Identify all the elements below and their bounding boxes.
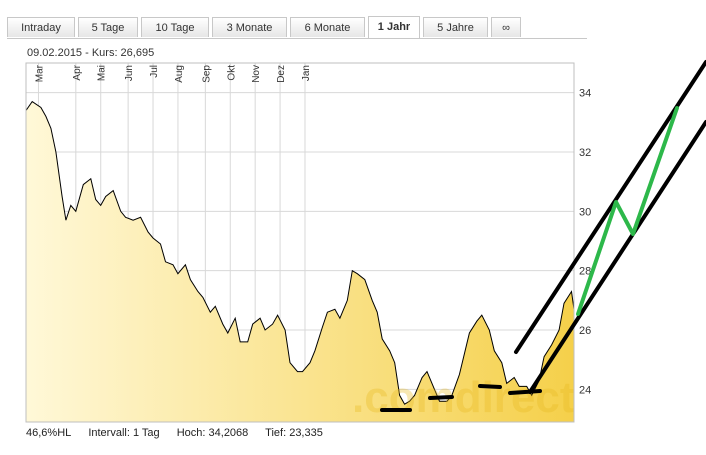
chart-footer: 46,6%HL Intervall: 1 Tag Hoch: 34,2068 T…	[26, 427, 337, 439]
month-tick-label: Okt	[226, 65, 237, 81]
month-tick-label: Apr	[72, 64, 83, 80]
month-tick-label: Mar	[34, 64, 45, 82]
tab-6-monate[interactable]: 6 Monate	[290, 17, 365, 37]
price-line	[26, 100, 574, 405]
interval-label: Intervall: 1 Tag	[88, 427, 160, 439]
tab-max[interactable]: ∞	[491, 17, 521, 37]
hl-percent: 46,6%HL	[26, 427, 72, 439]
price-area-fill	[26, 101, 574, 422]
month-tick-label: Dez	[276, 65, 287, 83]
tab-10-tage[interactable]: 10 Tage	[141, 17, 209, 37]
month-tick-label: Jun	[124, 65, 135, 81]
y-tick-label: 26	[579, 325, 591, 337]
y-tick-label: 30	[579, 206, 591, 218]
month-tick-label: Jan	[301, 65, 312, 81]
watermark-logo: .comdirect	[352, 373, 575, 422]
month-tick-label: Jul	[149, 65, 160, 78]
trend-channel-lower	[528, 120, 706, 394]
chart-area: 09.02.2015 - Kurs: 26,695 .comdirect Mar…	[0, 40, 706, 450]
tab-1-jahr[interactable]: 1 Jahr	[368, 16, 420, 38]
tab-5-tage[interactable]: 5 Tage	[78, 17, 138, 37]
trend-channel-upper	[514, 60, 706, 354]
y-tick-label: 28	[579, 266, 591, 278]
price-chart: 09.02.2015 - Kurs: 26,695 .comdirect Mar…	[25, 47, 706, 423]
annotation-layer	[380, 60, 706, 412]
tab-5-jahre[interactable]: 5 Jahre	[423, 17, 488, 37]
plot-border	[25, 62, 575, 423]
y-tick-label: 24	[579, 384, 591, 396]
low-label: Tief: 23,335	[265, 427, 323, 439]
timeframe-tab-bar: Intraday 5 Tage 10 Tage 3 Monate 6 Monat…	[7, 16, 587, 39]
tab-intraday[interactable]: Intraday	[7, 17, 75, 37]
chart-header-info: 09.02.2015 - Kurs: 26,695	[27, 47, 154, 59]
tab-3-monate[interactable]: 3 Monate	[212, 17, 287, 37]
area-layer	[26, 100, 574, 422]
green-projection-zigzag	[576, 106, 679, 316]
axis-layer: Mar Apr Mai Jun Jul Aug Sep Okt Nov Dez Jan 24 26 28 3…	[34, 64, 591, 396]
month-tick-label: Mai	[97, 65, 108, 81]
support-dash	[428, 395, 454, 400]
y-tick-label: 32	[579, 147, 591, 159]
month-tick-label: Aug	[174, 65, 185, 83]
support-dash	[478, 384, 502, 389]
month-tick-label: Nov	[251, 65, 262, 83]
y-tick-label: 34	[579, 88, 591, 100]
support-dash	[508, 389, 542, 395]
high-label: Hoch: 34,2068	[176, 427, 249, 439]
month-tick-label: Sep	[201, 65, 212, 83]
